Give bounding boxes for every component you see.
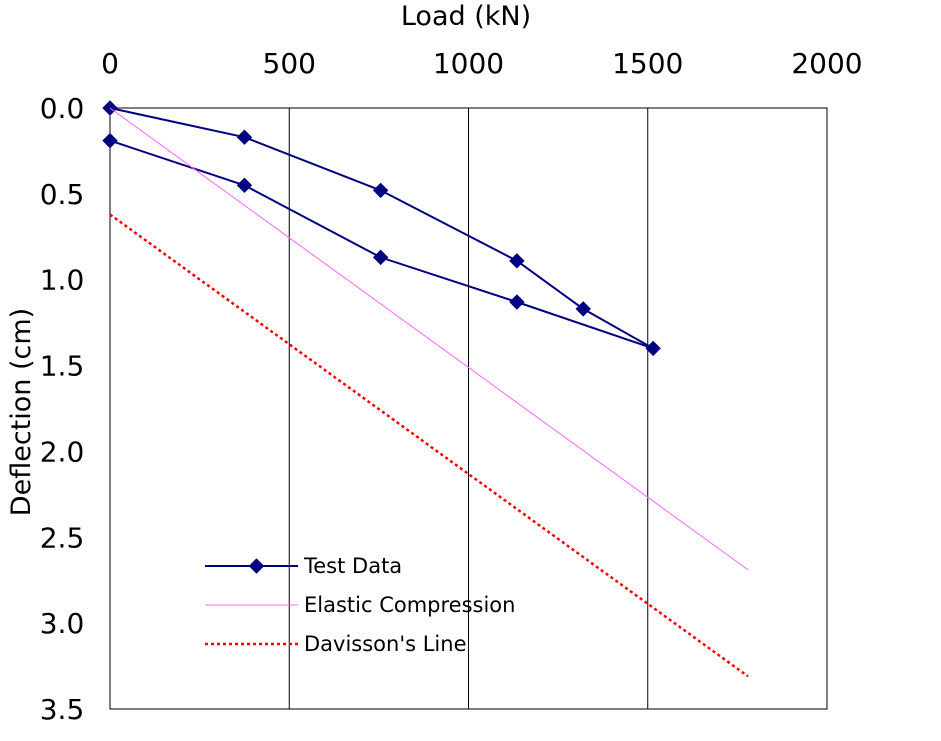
legend-label-test-data: Test Data bbox=[303, 554, 402, 578]
data-point-test-data-8 bbox=[236, 177, 253, 193]
data-point-test-data-3 bbox=[509, 253, 525, 269]
plot-area bbox=[109, 107, 828, 710]
legend-item-test-data: Test Data bbox=[205, 554, 402, 578]
y-tick-label-3.0: 3.0 bbox=[40, 607, 85, 640]
y-tick-label-3.5: 3.5 bbox=[40, 693, 85, 726]
data-point-test-data-6 bbox=[509, 294, 525, 310]
legend-marker-test-data bbox=[248, 558, 265, 574]
series-line-elastic-compression bbox=[109, 107, 749, 571]
y-tick-label-1.0: 1.0 bbox=[40, 264, 85, 297]
x-tick-label-0: 0 bbox=[101, 47, 119, 80]
tick-layer: 0 500 1000 1500 2000 0.0 0.5 1.0 1.5 2.0 2.5 3.0 3.5 bbox=[40, 47, 863, 726]
series-davisson-s-line bbox=[109, 213, 749, 678]
legend-label-davisson-s-line: Davisson's Line bbox=[304, 632, 467, 656]
y-axis-title: Deflection (cm) bbox=[6, 308, 37, 516]
data-point-test-data-1 bbox=[236, 129, 253, 145]
y-tick-label-1.5: 1.5 bbox=[40, 350, 85, 383]
y-tick-label-0.0: 0.0 bbox=[40, 92, 85, 125]
series-line-davisson-s-line bbox=[109, 213, 749, 678]
series-line-test-data bbox=[109, 107, 655, 350]
x-tick-label-2000: 2000 bbox=[791, 47, 862, 80]
data-point-test-data-4 bbox=[575, 301, 591, 317]
series-test-data bbox=[102, 100, 661, 357]
legend-item-davisson-s-line: Davisson's Line bbox=[205, 632, 467, 656]
y-tick-label-2.0: 2.0 bbox=[40, 435, 85, 468]
legend-item-elastic-compression: Elastic Compression bbox=[205, 593, 515, 617]
data-point-test-data-2 bbox=[372, 182, 389, 199]
x-tick-label-1000: 1000 bbox=[433, 47, 504, 80]
x-axis-title: Load (kN) bbox=[401, 1, 531, 32]
gridlines bbox=[288, 108, 828, 709]
data-point-test-data-9 bbox=[102, 132, 118, 149]
x-tick-label-1500: 1500 bbox=[612, 47, 683, 80]
y-tick-label-0.5: 0.5 bbox=[40, 178, 85, 211]
data-point-test-data-5 bbox=[645, 340, 661, 357]
series-elastic-compression bbox=[109, 107, 749, 571]
legend-label-elastic-compression: Elastic Compression bbox=[304, 593, 515, 617]
legend: Test Data Elastic Compression Davisson's L… bbox=[205, 554, 515, 656]
x-tick-label-500: 500 bbox=[263, 47, 316, 80]
y-tick-label-2.5: 2.5 bbox=[40, 521, 85, 554]
data-point-test-data-7 bbox=[372, 249, 389, 266]
series-layer bbox=[102, 100, 749, 678]
